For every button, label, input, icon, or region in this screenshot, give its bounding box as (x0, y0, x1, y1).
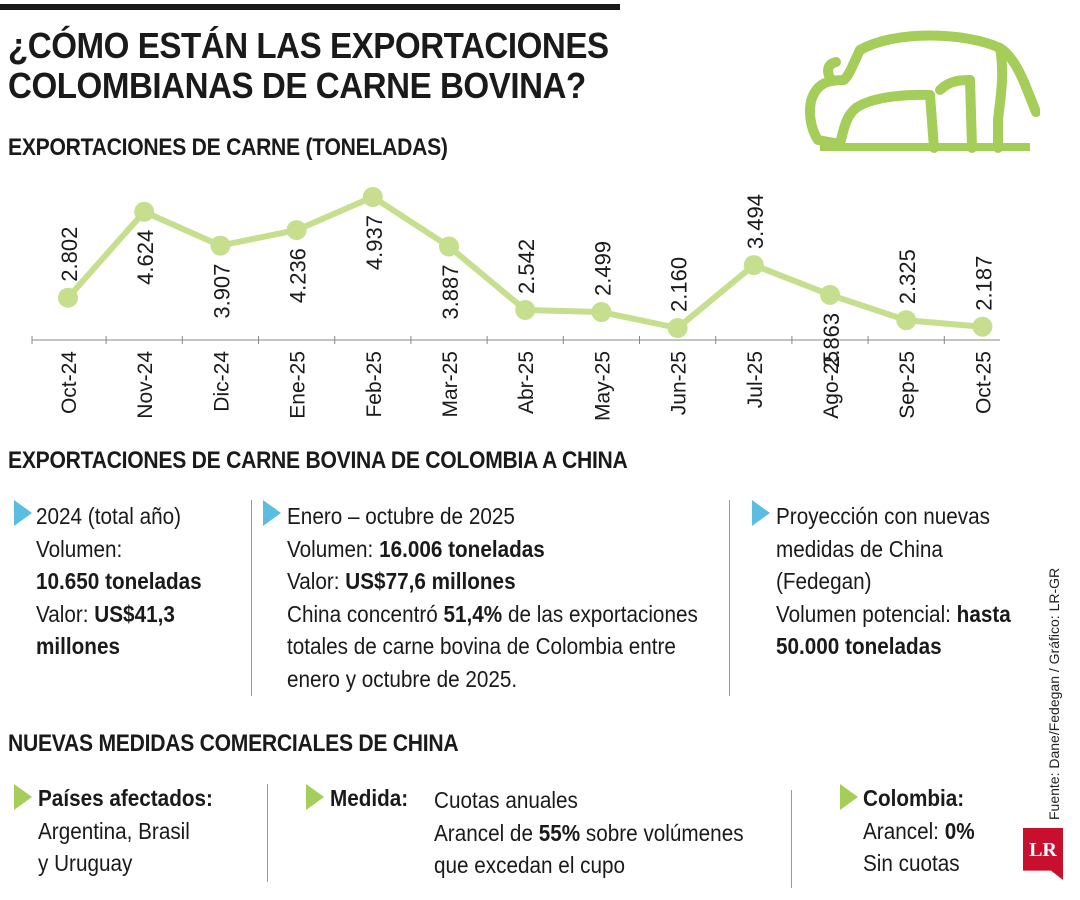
bullet-triangle-icon (306, 784, 324, 810)
data-point-may-25 (591, 302, 612, 323)
cow-icon (805, 30, 1040, 153)
value-label: 3.887 (438, 265, 463, 320)
value-label: 4.937 (362, 215, 387, 270)
x-tick-label: Oct-24 (58, 351, 81, 414)
china-col-2024: 2024 (total año) Volumen: 10.650 tonelad… (36, 503, 202, 659)
x-tick-label: Mar-25 (439, 351, 462, 418)
line-chart: 2.802 4.624 3.907 4.236 4.937 3.887 2.542 2.499… (31, 187, 1000, 421)
china-col-projection: Proyección con nuevas medidas de China (… (776, 503, 1011, 659)
value-label: 2.863 (819, 313, 844, 368)
bullet-triangle-icon (14, 784, 32, 810)
china-section-title: EXPORTACIONES DE CARNE BOVINA DE COLOMBI… (8, 447, 628, 474)
value-label: 2.499 (590, 241, 615, 296)
value-label: 2.542 (514, 239, 539, 294)
value-label: 3.907 (209, 264, 234, 319)
data-point-dic-24 (210, 235, 231, 256)
data-point-oct-25 (972, 316, 993, 337)
divider (251, 500, 252, 696)
x-tick-label: May-25 (591, 351, 614, 421)
x-tick-label: Abr-25 (515, 351, 538, 414)
data-point-jun-25 (667, 318, 688, 338)
value-label: 3.494 (743, 194, 768, 249)
divider (729, 500, 730, 696)
x-tick-label: Oct-25 (972, 351, 995, 414)
measures-section-title: NUEVAS MEDIDAS COMERCIALES DE CHINA (8, 730, 459, 757)
data-point-oct-24 (58, 287, 78, 308)
value-label: 4.236 (286, 248, 311, 303)
bullet-triangle-icon (263, 500, 281, 526)
top-rule (0, 4, 620, 10)
data-point-mar-25 (439, 236, 459, 257)
source-note: Fuente: Dane/Fedegan / Gráfico: LR-GR (1046, 567, 1062, 820)
x-tick-label: Dic-24 (210, 351, 233, 412)
data-point-jul-25 (743, 255, 764, 276)
data-point-nov-24 (134, 201, 155, 222)
value-label: 4.624 (133, 230, 158, 285)
x-tick-label: Jun-25 (668, 351, 691, 415)
data-point-ago-25 (820, 284, 840, 305)
data-point-ene-25 (286, 220, 307, 241)
china-col-2025: Enero – octubre de 2025 Volumen: 16.006 … (287, 503, 698, 692)
x-tick-label: Sep-25 (896, 351, 919, 419)
divider (267, 784, 268, 882)
measures-col-countries: Países afectados: Argentina, Brasil y Ur… (38, 785, 213, 876)
page-title: ¿CÓMO ESTÁN LAS EXPORTACIONES COLOMBIANA… (8, 25, 609, 106)
data-point-abr-25 (515, 299, 536, 320)
measures-col-measure: Cuotas anuales Arancel de 55% sobre volú… (434, 787, 744, 878)
bullet-triangle-icon (752, 500, 770, 526)
value-label: 2.160 (667, 257, 692, 312)
x-tick-label: Jul-25 (744, 351, 767, 408)
measures-col-colombia: Colombia: Arancel: 0% Sin cuotas (863, 785, 975, 876)
x-tick-label: Feb-25 (363, 351, 386, 418)
divider (791, 790, 792, 888)
chart-title: EXPORTACIONES DE CARNE (TONELADAS) (8, 134, 448, 161)
value-label: 2.325 (895, 249, 920, 304)
data-point-sep-25 (896, 310, 917, 331)
bullet-triangle-icon (14, 500, 32, 526)
x-tick-label: Ago-25 (820, 351, 843, 419)
x-tick-label: Ene-25 (287, 351, 310, 419)
value-label: 2.802 (57, 227, 82, 282)
data-point-feb-25 (362, 187, 383, 207)
bullet-triangle-icon (840, 784, 858, 810)
measures-col-heading: Medida: (330, 785, 409, 811)
value-label: 2.187 (971, 256, 996, 311)
lr-logo: LR (1023, 828, 1063, 880)
x-tick-label: Nov-24 (134, 351, 157, 419)
